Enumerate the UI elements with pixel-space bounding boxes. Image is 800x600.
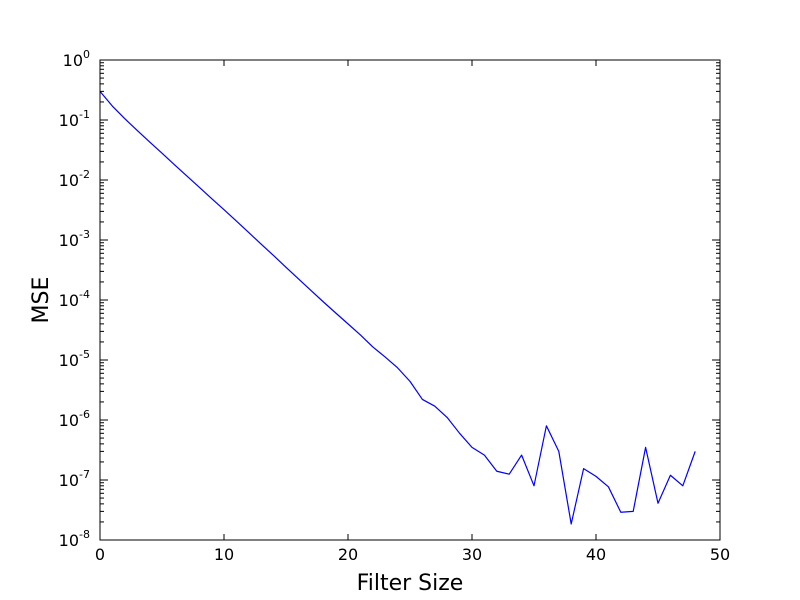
y-tick-label-exponent: -3 bbox=[79, 228, 90, 241]
y-tick-label-exponent: -1 bbox=[79, 108, 90, 121]
y-tick-label-base: 10 bbox=[59, 111, 79, 130]
y-tick-label: 10-6 bbox=[59, 408, 90, 430]
y-tick-label-base: 10 bbox=[59, 411, 79, 430]
y-tick-label-exponent: -8 bbox=[79, 528, 90, 541]
y-tick-label-exponent: -7 bbox=[79, 468, 90, 481]
x-tick-label: 40 bbox=[586, 545, 606, 564]
y-tick-label-base: 10 bbox=[59, 351, 79, 370]
y-tick-label-base: 10 bbox=[59, 531, 79, 550]
y-tick-label: 10-7 bbox=[59, 468, 90, 490]
y-tick-label-exponent: -6 bbox=[79, 408, 90, 421]
plot-frame bbox=[99, 59, 721, 541]
plot-series-layer bbox=[99, 90, 696, 525]
y-tick-label-base: 10 bbox=[59, 171, 79, 190]
y-tick-label: 10-2 bbox=[59, 168, 90, 190]
y-tick-label: 10-1 bbox=[59, 108, 90, 130]
x-tick-label: 50 bbox=[710, 545, 730, 564]
series-line bbox=[99, 90, 696, 525]
x-tick-label: 0 bbox=[95, 545, 105, 564]
x-tick-label: 20 bbox=[338, 545, 358, 564]
y-tick-label: 10-5 bbox=[59, 348, 90, 370]
x-tick-label: 30 bbox=[462, 545, 482, 564]
y-tick-label-base: 10 bbox=[63, 51, 83, 70]
y-tick-label: 100 bbox=[63, 48, 90, 70]
y-tick-label-exponent: -4 bbox=[79, 288, 90, 301]
y-tick-label-exponent: 0 bbox=[83, 48, 90, 61]
tick-labels-layer: 0 10 20 30 40 5010010-110-210-310-410-510-610… bbox=[59, 48, 731, 564]
y-tick-label-base: 10 bbox=[59, 291, 79, 310]
x-axis-title: Filter Size bbox=[357, 571, 464, 596]
x-tick-label: 10 bbox=[214, 545, 234, 564]
y-axis-title: MSE bbox=[29, 277, 54, 324]
y-tick-label-exponent: -5 bbox=[79, 348, 90, 361]
y-tick-label-base: 10 bbox=[59, 231, 79, 250]
y-tick-label: 10-3 bbox=[59, 228, 90, 250]
y-tick-label: 10-4 bbox=[59, 288, 90, 310]
y-tick-label: 10-8 bbox=[59, 528, 90, 550]
y-tick-label-exponent: -2 bbox=[79, 168, 90, 181]
y-tick-label-base: 10 bbox=[59, 471, 79, 490]
